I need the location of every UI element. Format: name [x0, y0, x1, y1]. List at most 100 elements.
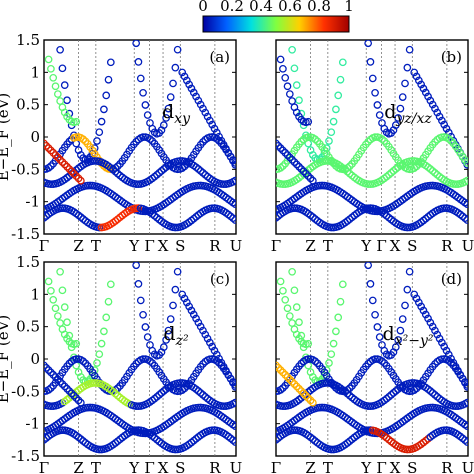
band-point — [378, 135, 386, 143]
band-point — [325, 359, 333, 367]
band-point — [178, 290, 187, 299]
band-point — [290, 380, 299, 388]
band-point — [187, 84, 196, 93]
band-point — [132, 40, 141, 48]
x-tick-label: U — [462, 459, 474, 474]
band-point — [109, 387, 117, 396]
band-point — [292, 330, 301, 339]
x-tick-label: Γ — [144, 237, 154, 255]
band-point — [47, 402, 55, 411]
band-point — [403, 445, 412, 454]
band-point — [389, 389, 398, 397]
band-point — [60, 330, 69, 339]
band-point — [157, 389, 166, 397]
band-point — [44, 165, 48, 174]
band-point — [433, 392, 442, 401]
band-point — [385, 392, 393, 401]
band-point — [177, 26, 183, 32]
band-point — [302, 391, 310, 400]
band-point — [401, 301, 409, 310]
y-tick-label: -0.5 — [11, 160, 40, 178]
band-point — [304, 355, 313, 363]
x-tick-label: T — [91, 459, 101, 474]
band-point — [417, 80, 426, 89]
band-point — [428, 100, 437, 109]
band-point — [153, 392, 161, 401]
band-point — [405, 267, 414, 276]
band-point — [368, 296, 377, 305]
band-point — [162, 114, 170, 122]
band-point — [157, 167, 166, 175]
band-point — [276, 213, 280, 222]
band-point — [276, 165, 280, 174]
band-point — [150, 394, 159, 403]
band-point — [412, 294, 421, 303]
band-point — [431, 326, 439, 335]
band-point — [315, 155, 324, 164]
band-point — [44, 366, 53, 374]
band-point — [442, 124, 451, 133]
band-point — [414, 76, 423, 85]
band-point — [159, 121, 168, 129]
band-point — [329, 117, 338, 126]
band-point — [295, 384, 303, 393]
band-point — [74, 174, 83, 183]
band-point — [44, 55, 53, 64]
band-point — [288, 377, 296, 386]
x-tick-label: X — [390, 237, 401, 255]
band-point — [419, 306, 428, 315]
band-point — [463, 200, 468, 209]
colorbar-gradient — [202, 15, 350, 33]
band-point — [279, 146, 287, 155]
band-point — [382, 172, 391, 181]
band-point — [47, 162, 55, 170]
band-point — [391, 343, 400, 351]
band-point — [292, 81, 301, 89]
band-point — [433, 330, 442, 339]
band-point — [304, 133, 313, 141]
band-point — [382, 394, 391, 403]
band-point — [72, 117, 81, 126]
band-point — [306, 396, 315, 405]
band-point — [304, 117, 313, 126]
band-point — [189, 88, 198, 97]
band-point — [463, 216, 468, 224]
band-point — [70, 169, 78, 178]
band-point — [44, 144, 53, 152]
panel-label: (b) — [441, 48, 462, 66]
band-point — [463, 381, 468, 389]
orbital-label: dxy — [162, 101, 191, 127]
band-point — [368, 74, 377, 83]
band-point — [403, 223, 412, 232]
band-point — [83, 377, 92, 386]
band-point — [389, 167, 398, 175]
band-point — [90, 144, 99, 152]
band-point — [111, 389, 120, 398]
band-point — [79, 357, 88, 366]
band-point — [178, 68, 187, 77]
y-tick-label: -0.5 — [11, 382, 40, 400]
band-point — [56, 45, 64, 54]
x-tick-label: R — [441, 237, 453, 255]
band-point — [231, 398, 236, 407]
band-point — [403, 285, 412, 294]
band-point — [139, 88, 147, 97]
band-point — [336, 297, 345, 306]
band-point — [463, 438, 468, 446]
band-point — [169, 79, 177, 88]
band-point — [93, 137, 101, 145]
band-point — [438, 338, 446, 347]
band-point — [451, 402, 460, 411]
band-point — [375, 333, 384, 341]
panel: Γ Z T Y Γ X S R U(b)dyz/xz — [271, 39, 474, 255]
band-point — [341, 165, 349, 174]
band-point — [285, 312, 294, 320]
band-point — [336, 75, 345, 84]
band-point — [290, 158, 299, 166]
band-point — [401, 79, 409, 88]
band-point — [440, 120, 449, 129]
band-point — [192, 314, 200, 323]
band-point — [212, 357, 221, 365]
band-point — [58, 64, 67, 73]
orbital-subscript: z² — [175, 333, 189, 349]
